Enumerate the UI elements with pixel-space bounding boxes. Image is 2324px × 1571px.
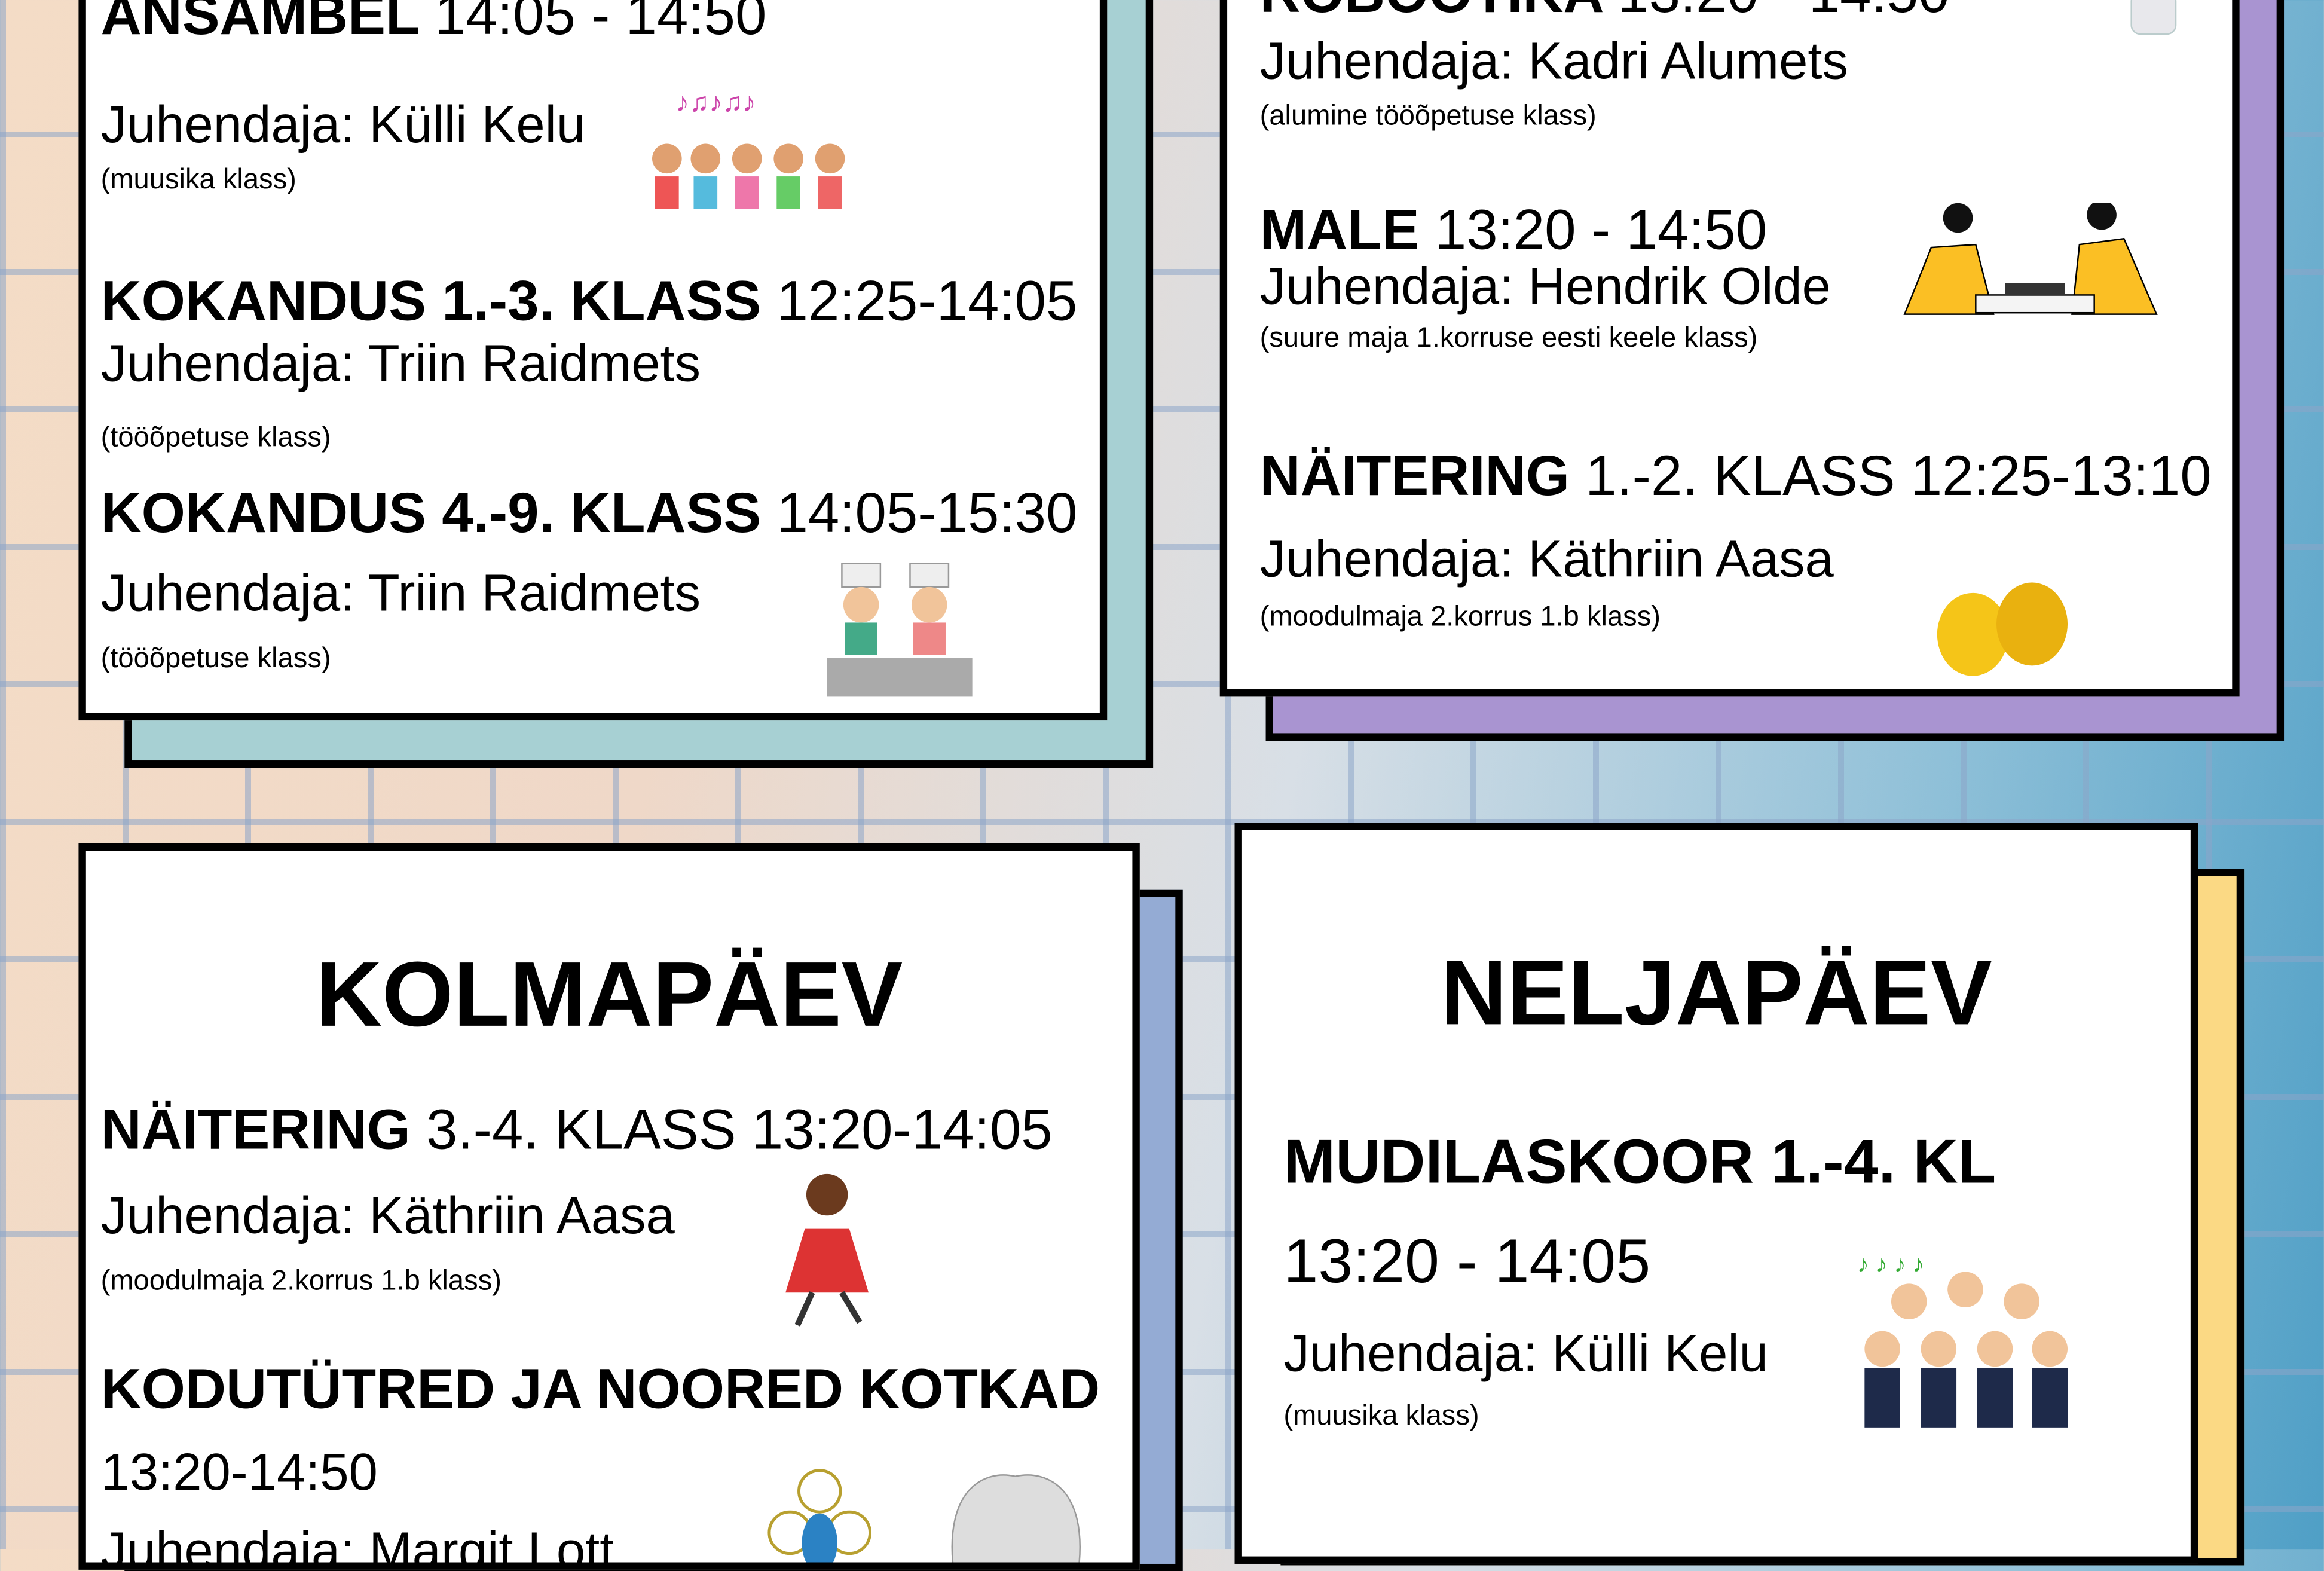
activity-mudilaskoor: MUDILASKOOR 1.-4. KL: [1283, 1126, 1996, 1197]
teacher: Juhendaja: Margit Lott: [100, 1522, 614, 1570]
teacher: Juhendaja: Hendrik Olde: [1259, 258, 1831, 316]
svg-text:♪♫♪♫♪: ♪♫♪♫♪: [676, 88, 756, 117]
activity-kodututred: KODUTÜTRED JA NOORED KOTKAD: [100, 1359, 1100, 1422]
card-thursday: NELJAPÄEV MUDILASKOOR 1.-4. KL 13:20 - 1…: [1234, 823, 2198, 1564]
room: (moodulmaja 2.korrus 1.b klass): [100, 1266, 502, 1297]
cooking-children-icon: [827, 563, 973, 697]
room: (moodulmaja 2.korrus 1.b klass): [1259, 601, 1661, 633]
singing-children-icon: ♪♫♪♫♪: [652, 88, 845, 209]
svg-text:♪ ♪ ♪ ♪: ♪ ♪ ♪ ♪: [1857, 1251, 1924, 1277]
day-title: KOLMAPÄEV: [315, 944, 903, 1047]
card-tuesday-left: ANSAMBEL 14:05 - 14:50 Juhendaja: Külli …: [78, 0, 1108, 721]
activity-male: MALE 13:20 - 14:50: [1259, 200, 1768, 262]
activity-robootika: ROBOOTIKA 13:20 - 14:50: [1260, 0, 1950, 22]
chess-players-icon: [1903, 203, 2158, 315]
room: (tööõpetuse klass): [100, 422, 331, 454]
room: (alumine tööõpetuse klass): [1259, 100, 1597, 132]
card-wednesday: KOLMAPÄEV NÄITERING 3.-4. KLASS 13:20-14…: [78, 843, 1140, 1570]
room: (tööõpetuse klass): [100, 643, 331, 675]
room: (suure maja 1.korruse eesti keele klass): [1259, 323, 1758, 354]
theater-masks-icon: [1937, 582, 2068, 676]
robot-icon: [2130, 0, 2177, 35]
dancing-girl-icon: [785, 1173, 869, 1327]
teacher: Juhendaja: Triin Raidmets: [100, 564, 701, 623]
time: 13:20 - 14:05: [1283, 1225, 1651, 1296]
time: 13:20-14:50: [100, 1444, 378, 1502]
activity-naitering-1-2: NÄITERING 1.-2. KLASS 12:25-13:10: [1259, 446, 2212, 509]
emblems-icon: [767, 1469, 1081, 1563]
teacher: Juhendaja: Külli Kelu: [1283, 1325, 1768, 1383]
activity-kokandus-4-9: KOKANDUS 4.-9. KLASS 14:05-15:30: [100, 483, 1078, 546]
activity-kokandus-1-3: KOKANDUS 1.-3. KLASS 12:25-14:05: [100, 271, 1078, 334]
teacher: Juhendaja: Triin Raidmets: [100, 335, 701, 393]
teacher: Juhendaja: Käthriin Aasa: [100, 1187, 675, 1245]
room: (muusika klass): [1283, 1401, 1479, 1432]
teacher: Juhendaja: Külli Kelu: [100, 96, 586, 154]
teacher: Juhendaja: Kadri Alumets: [1259, 32, 1848, 91]
card-tuesday-right: ROBOOTIKA 13:20 - 14:50 Juhendaja: Kadri…: [1219, 0, 2240, 697]
teacher: Juhendaja: Käthriin Aasa: [1259, 530, 1834, 589]
day-title: NELJAPÄEV: [1441, 943, 1992, 1046]
choir-icon: ♪ ♪ ♪ ♪: [1857, 1251, 2068, 1428]
room: (muusika klass): [100, 164, 296, 196]
activity-naitering-3-4: NÄITERING 3.-4. KLASS 13:20-14:05: [100, 1099, 1053, 1163]
activity-ansambel: ANSAMBEL 14:05 - 14:50: [100, 0, 767, 48]
